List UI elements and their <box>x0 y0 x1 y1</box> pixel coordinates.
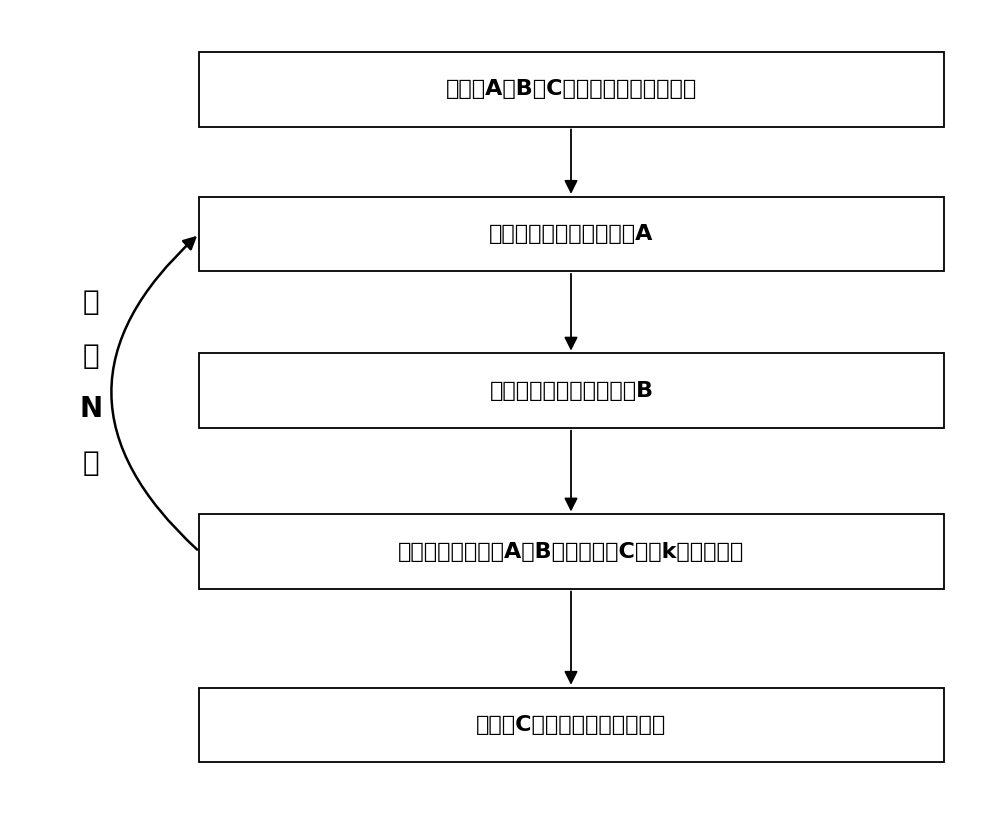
Text: N: N <box>79 395 102 423</box>
Text: 利用片内通信传递数据块B: 利用片内通信传递数据块B <box>489 381 654 400</box>
Bar <box>199 52 944 127</box>
Bar <box>199 688 944 762</box>
Bar <box>199 196 944 271</box>
Text: 利用片内通信传递数据块A: 利用片内通信传递数据块A <box>489 224 654 244</box>
Bar <box>199 514 944 589</box>
Text: 利用得到的数据块A、B完成数据块C的第k次卷积计算: 利用得到的数据块A、B完成数据块C的第k次卷积计算 <box>398 541 745 561</box>
Text: 环: 环 <box>82 341 99 369</box>
Text: 将数据A、B、C从内存取到片上存储器: 将数据A、B、C从内存取到片上存储器 <box>446 80 697 100</box>
Text: 循: 循 <box>82 288 99 316</box>
Text: 次: 次 <box>82 449 99 477</box>
Text: 将数据C从片上存储器写回内存: 将数据C从片上存储器写回内存 <box>476 715 667 735</box>
Bar <box>199 353 944 428</box>
